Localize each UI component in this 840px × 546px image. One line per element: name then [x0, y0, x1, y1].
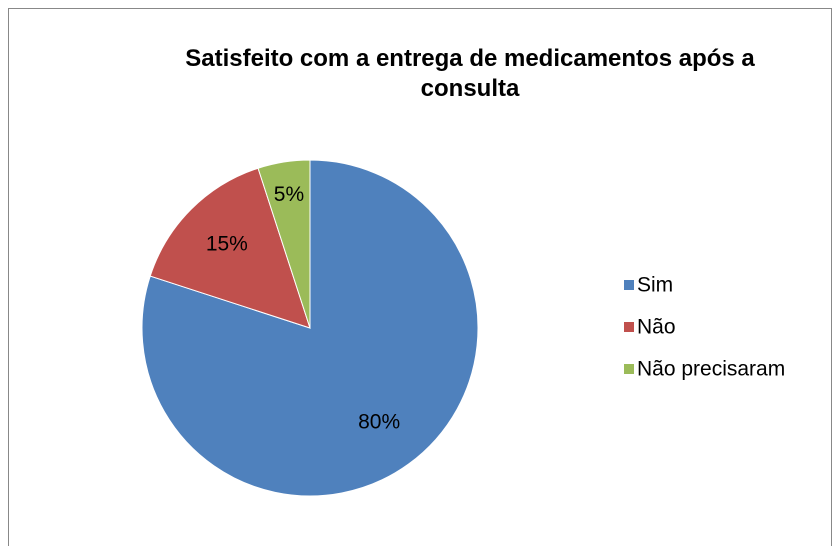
legend-label: Não — [637, 316, 676, 339]
pie-slice — [257, 159, 311, 329]
legend-label: Sim — [637, 274, 673, 297]
data-label: 15% — [206, 232, 248, 255]
pie-slice — [149, 167, 311, 329]
legend-swatch — [624, 364, 634, 374]
legend-swatch — [624, 280, 634, 290]
pie-slice — [141, 159, 479, 497]
legend-swatch — [624, 322, 634, 332]
data-label: 5% — [274, 183, 304, 206]
chart-title: Satisfeito com a entrega de medicamentos… — [185, 45, 755, 102]
legend-label: Não precisaram — [637, 358, 785, 381]
data-label: 80% — [358, 411, 400, 434]
